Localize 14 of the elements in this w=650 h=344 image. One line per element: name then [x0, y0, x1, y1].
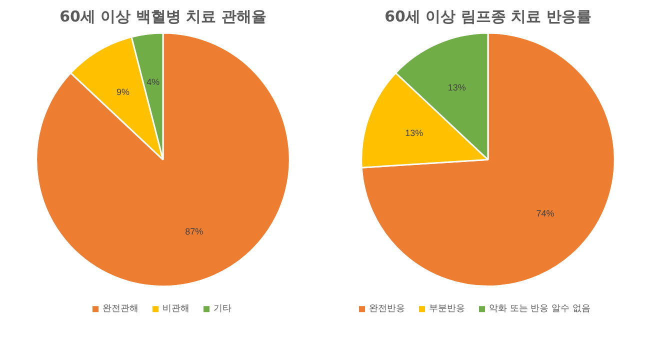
data-label: 4%: [146, 76, 160, 87]
legend-label: 부분반응: [429, 304, 465, 314]
data-label: 13%: [405, 128, 424, 138]
data-label: 87%: [185, 226, 204, 237]
legend-label: 악화 또는 반응 알수 없음: [489, 304, 590, 314]
legend-label: 기타: [214, 304, 232, 314]
chart-title: 60세 이상 림프종 치료 반응률: [384, 8, 592, 26]
legend-label: 완전반응: [369, 304, 405, 314]
data-label: 13%: [448, 82, 466, 93]
data-label: 74%: [536, 208, 554, 218]
chart-title: 60세 이상 백혈병 치료 관해율: [60, 8, 266, 26]
data-label: 9%: [116, 87, 130, 98]
legend-label: 완전관해: [102, 304, 138, 314]
legend-label: 비관해: [162, 304, 190, 314]
